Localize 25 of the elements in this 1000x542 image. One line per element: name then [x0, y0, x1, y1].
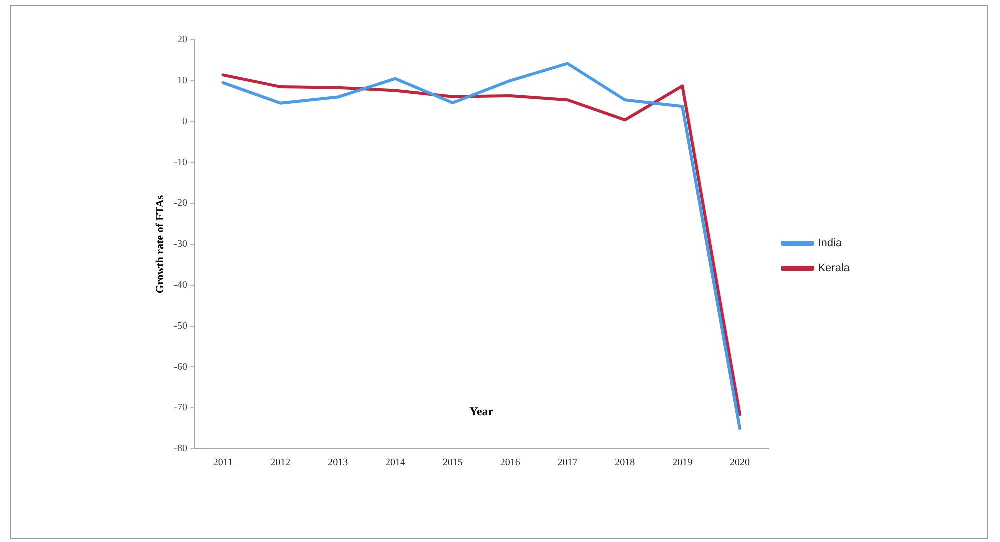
x-tick-label: 2013 — [328, 458, 348, 469]
y-axis-title: Growth rate of FTAs — [154, 194, 166, 294]
x-tick-label: 2017 — [558, 458, 578, 469]
y-tick-label: -80 — [174, 444, 188, 455]
x-tick-label: 2018 — [615, 458, 636, 469]
x-tick-label: 2019 — [672, 458, 693, 469]
y-tick-label: -60 — [174, 362, 188, 373]
x-tick-label: 2020 — [730, 458, 750, 469]
y-tick-label: -30 — [174, 239, 188, 250]
legend-label: Kerala — [818, 262, 851, 275]
x-tick-label: 2014 — [385, 458, 406, 469]
y-tick-label: -50 — [174, 320, 188, 332]
x-tick-label: 2012 — [270, 458, 291, 469]
y-tick-label: -20 — [174, 198, 188, 210]
x-axis-title: Year — [470, 404, 494, 418]
y-tick-label: -40 — [174, 280, 188, 292]
legend-label: India — [818, 238, 843, 250]
y-tick-label: 0 — [182, 116, 188, 128]
y-tick-label: 20 — [178, 34, 188, 46]
x-tick-label: 2011 — [213, 458, 234, 469]
y-tick-label: -10 — [174, 157, 188, 168]
x-tick-label: 2015 — [442, 458, 463, 469]
x-tick-label: 2016 — [500, 458, 520, 469]
y-tick-label: 10 — [178, 76, 188, 87]
y-tick-label: -70 — [174, 402, 188, 414]
